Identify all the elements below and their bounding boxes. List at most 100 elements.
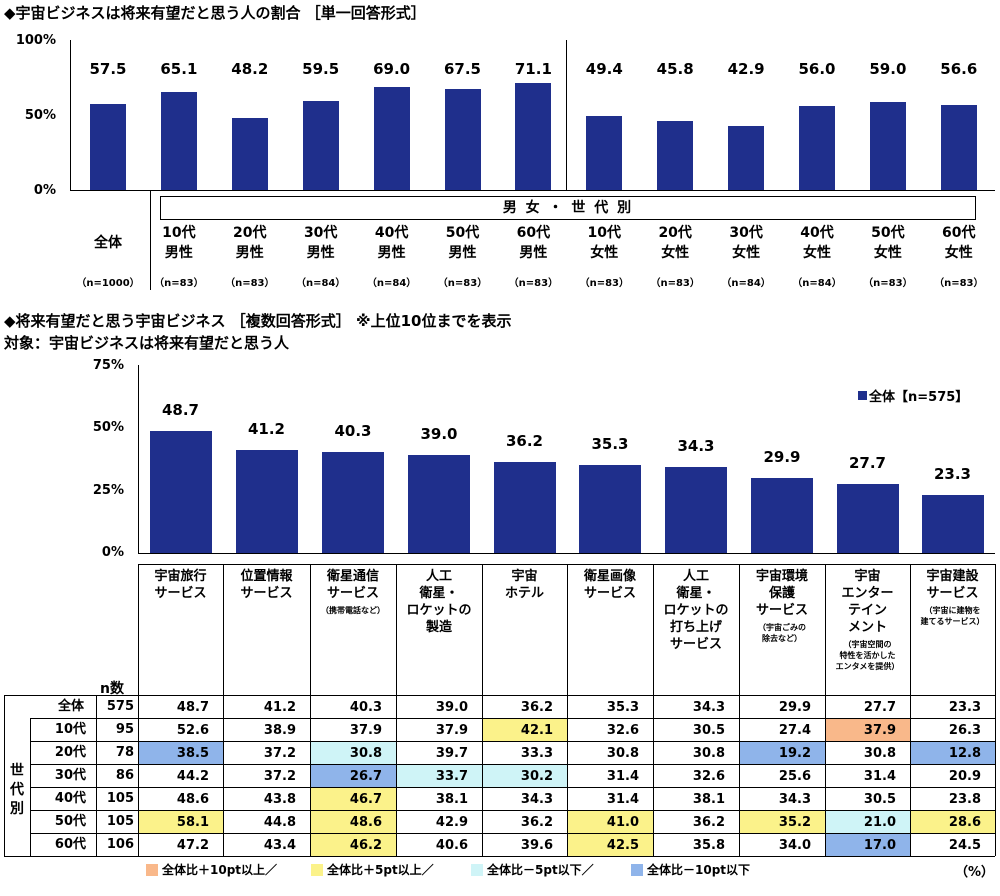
table-row-label: 全体 — [57, 699, 84, 714]
table-header-note: （宇宙に建物を — [924, 606, 981, 615]
chart2-data-label: 39.0 — [420, 425, 458, 444]
table-top-line — [138, 564, 995, 565]
chart1-group-sublabel: 女性 — [661, 245, 690, 261]
table-cell: 58.1 — [139, 811, 223, 833]
table-cell: 17.0 — [826, 834, 910, 856]
table-row-label: 40代 — [54, 791, 86, 806]
table-cell: 46.2 — [311, 834, 396, 856]
table-row-line — [30, 810, 995, 811]
chart1-data-label: 59.0 — [869, 60, 907, 78]
chart2-data-label: 40.3 — [334, 421, 372, 440]
chart1-group-label: 40代 — [800, 225, 834, 241]
chart1-bar — [302, 100, 339, 190]
table-header-line: サービス — [154, 586, 207, 601]
table-cell: 37.9 — [435, 723, 468, 738]
legend-swatch — [311, 864, 323, 876]
chart1-n-label: （n=83） — [225, 278, 275, 289]
chart1-ytick-0: 0% — [33, 183, 56, 198]
chart1-bar — [160, 92, 197, 190]
table-column-line — [995, 564, 996, 856]
chart2-ytick-0: 0% — [101, 545, 124, 560]
table-header-line: 宇宙 — [854, 569, 881, 584]
table-column-header: 衛星通信 サービス （携帯電話など） — [310, 568, 396, 616]
table-column-line — [653, 564, 654, 856]
table-column-line — [482, 564, 483, 856]
table-header-line: 位置情報 — [240, 569, 293, 584]
chart1-group-label: 30代 — [303, 225, 338, 241]
chart1-group-sublabel: 女性 — [944, 245, 973, 261]
table-header-line: 衛星通信 — [326, 569, 379, 584]
chart2-ytick-50: 50% — [92, 420, 124, 435]
table-header-line: サービス — [583, 586, 636, 601]
table-row-line — [30, 787, 995, 788]
table-cell: 52.6 — [176, 723, 209, 738]
table-header-line: 衛星・ — [419, 586, 459, 601]
table-cell: 37.2 — [263, 769, 296, 784]
chart1-data-label: 45.8 — [656, 60, 694, 78]
table-cell: 38.9 — [263, 723, 296, 738]
chart1-group-label: 20代 — [658, 225, 692, 241]
table-row-line — [30, 764, 995, 765]
table-cell: 39.0 — [435, 700, 468, 715]
chart2-data-label: 27.7 — [848, 453, 886, 472]
table-header-line: サービス — [926, 586, 979, 601]
unit-label: （%） — [955, 865, 995, 880]
table-row-label: 20代 — [54, 745, 86, 760]
chart1-group-sublabel: 男性 — [448, 245, 477, 261]
table-header-line: 宇宙 — [511, 569, 538, 584]
table-cell: 48.6 — [311, 811, 396, 833]
table-cell: 37.9 — [349, 723, 382, 738]
table-column-header: 宇宙旅行 サービス — [138, 568, 223, 602]
chart1-group-sublabel: 女性 — [732, 245, 761, 261]
table-cell: 43.8 — [263, 792, 296, 807]
chart1-n-label: （n=1000） — [76, 278, 140, 289]
table-cell: 34.3 — [692, 700, 725, 715]
chart1-bar — [444, 88, 481, 190]
chart1-group-sublabel: 女性 — [590, 245, 619, 261]
chart1-data-label: 49.4 — [585, 60, 623, 78]
chart1-n-label: （n=83） — [863, 278, 913, 289]
chart1-n-label: （n=84） — [295, 278, 346, 289]
table-cell: 30.8 — [311, 742, 396, 764]
table-n-line — [96, 695, 97, 856]
legend-swatch — [631, 864, 643, 876]
chart1-group-label: 40代 — [374, 225, 409, 241]
chart1-group-label: 全体 — [94, 235, 122, 251]
chart1-n-label: （n=83） — [508, 278, 559, 289]
table-cell: 42.1 — [483, 719, 567, 741]
table-cell: 41.2 — [263, 700, 296, 715]
chart2-bar — [408, 455, 470, 553]
table-row-n: 105 — [106, 791, 134, 806]
chart1-group-label: 60代 — [942, 225, 976, 241]
table-cell: 30.8 — [692, 746, 725, 761]
table-header-line: ロケットの — [406, 603, 472, 618]
chart1-bar — [586, 115, 623, 190]
chart2-bar — [235, 449, 298, 553]
chart1-bar — [869, 101, 906, 190]
table-column-header: 人工 衛星・ ロケットの 打ち上げ サービス — [653, 568, 739, 653]
chart1-separator-left — [150, 190, 151, 290]
table-column-line — [138, 564, 139, 856]
table-header-line: テイン — [847, 603, 887, 618]
table-column-header: 衛星画像 サービス — [567, 568, 653, 602]
table-cell: 23.8 — [948, 792, 981, 807]
table-column-line — [223, 564, 224, 856]
chart1-data-label: 57.5 — [89, 60, 127, 78]
legend-swatch — [146, 864, 158, 876]
chart1-data-label: 69.0 — [373, 60, 411, 78]
table-header-line: 打ち上げ — [669, 620, 722, 635]
chart1-data-label: 56.6 — [940, 60, 978, 78]
chart2-bar — [665, 467, 727, 553]
table-row-label: 50代 — [54, 814, 86, 829]
table-header-line: サービス — [240, 586, 293, 601]
chart1-bar — [231, 117, 268, 190]
table-header-line: 製造 — [425, 620, 452, 635]
table-cell: 35.3 — [606, 700, 639, 715]
chart2-subtitle: 対象：宇宙ビジネスは将来有望だと思う人 — [4, 334, 290, 352]
table-header-note: 建てるサービス） — [920, 617, 985, 626]
table-row-line — [4, 695, 995, 696]
chart1-data-label: 67.5 — [443, 60, 481, 78]
chart1-n-label: （n=84） — [792, 278, 842, 289]
table-cell: 42.5 — [568, 834, 653, 856]
table-header-line: サービス — [755, 603, 808, 618]
